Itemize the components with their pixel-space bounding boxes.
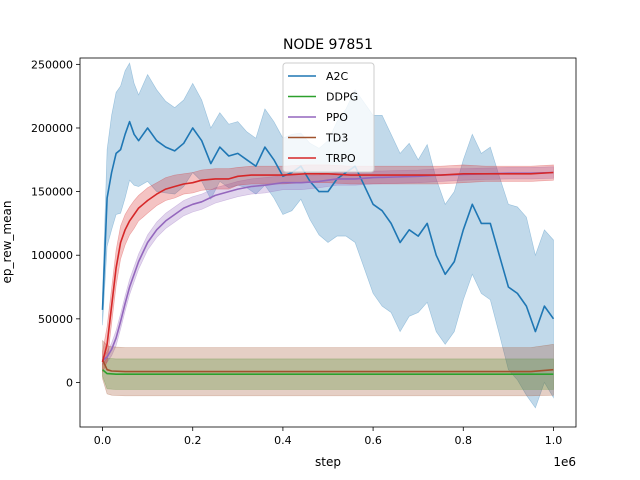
x-tick-label: 0.6 [364, 434, 382, 447]
y-tick-label: 250000 [31, 58, 73, 71]
x-tick-label: 1.0 [545, 434, 563, 447]
y-tick-label: 50000 [38, 313, 73, 326]
y-axis-ticks: 0 50000 100000 150000 200000 250000 [31, 58, 80, 389]
x-tick-label: 0.4 [274, 434, 292, 447]
series-line-trpo [101, 171, 554, 363]
y-tick-label: 150000 [31, 186, 73, 199]
series-lines [101, 120, 555, 376]
legend-label-ppo: PPO [326, 111, 348, 124]
chart-title: NODE 97851 [283, 37, 373, 53]
legend-label-ddpg: DDPG [326, 91, 358, 104]
legend-label-a2c: A2C [326, 70, 349, 83]
y-axis-label: ep_rew_mean [0, 201, 14, 284]
legend: A2C DDPG PPO TD3 TRPO [282, 62, 375, 173]
x-tick-label: 0.8 [455, 434, 473, 447]
legend-box [282, 62, 375, 173]
legend-label-td3: TD3 [325, 132, 348, 145]
y-tick-label: 0 [66, 376, 73, 389]
x-axis-offset-label: 1e6 [553, 455, 576, 469]
band-td3 [102, 339, 554, 397]
x-axis-label: step [315, 455, 341, 469]
band-ppo [102, 166, 554, 366]
x-tick-label: 0.2 [184, 434, 202, 447]
y-tick-label: 200000 [31, 122, 73, 135]
x-axis-ticks: 0.0 0.2 0.4 0.6 0.8 1.0 [94, 427, 562, 447]
band-a2c [102, 62, 554, 409]
legend-label-trpo: TRPO [325, 152, 356, 165]
band-trpo [102, 164, 554, 373]
series-line-td3 [101, 359, 554, 373]
x-tick-label: 0.0 [94, 434, 112, 447]
plot-frame [79, 57, 577, 428]
y-tick-label: 100000 [31, 249, 73, 262]
series-line-ddpg [101, 369, 554, 376]
